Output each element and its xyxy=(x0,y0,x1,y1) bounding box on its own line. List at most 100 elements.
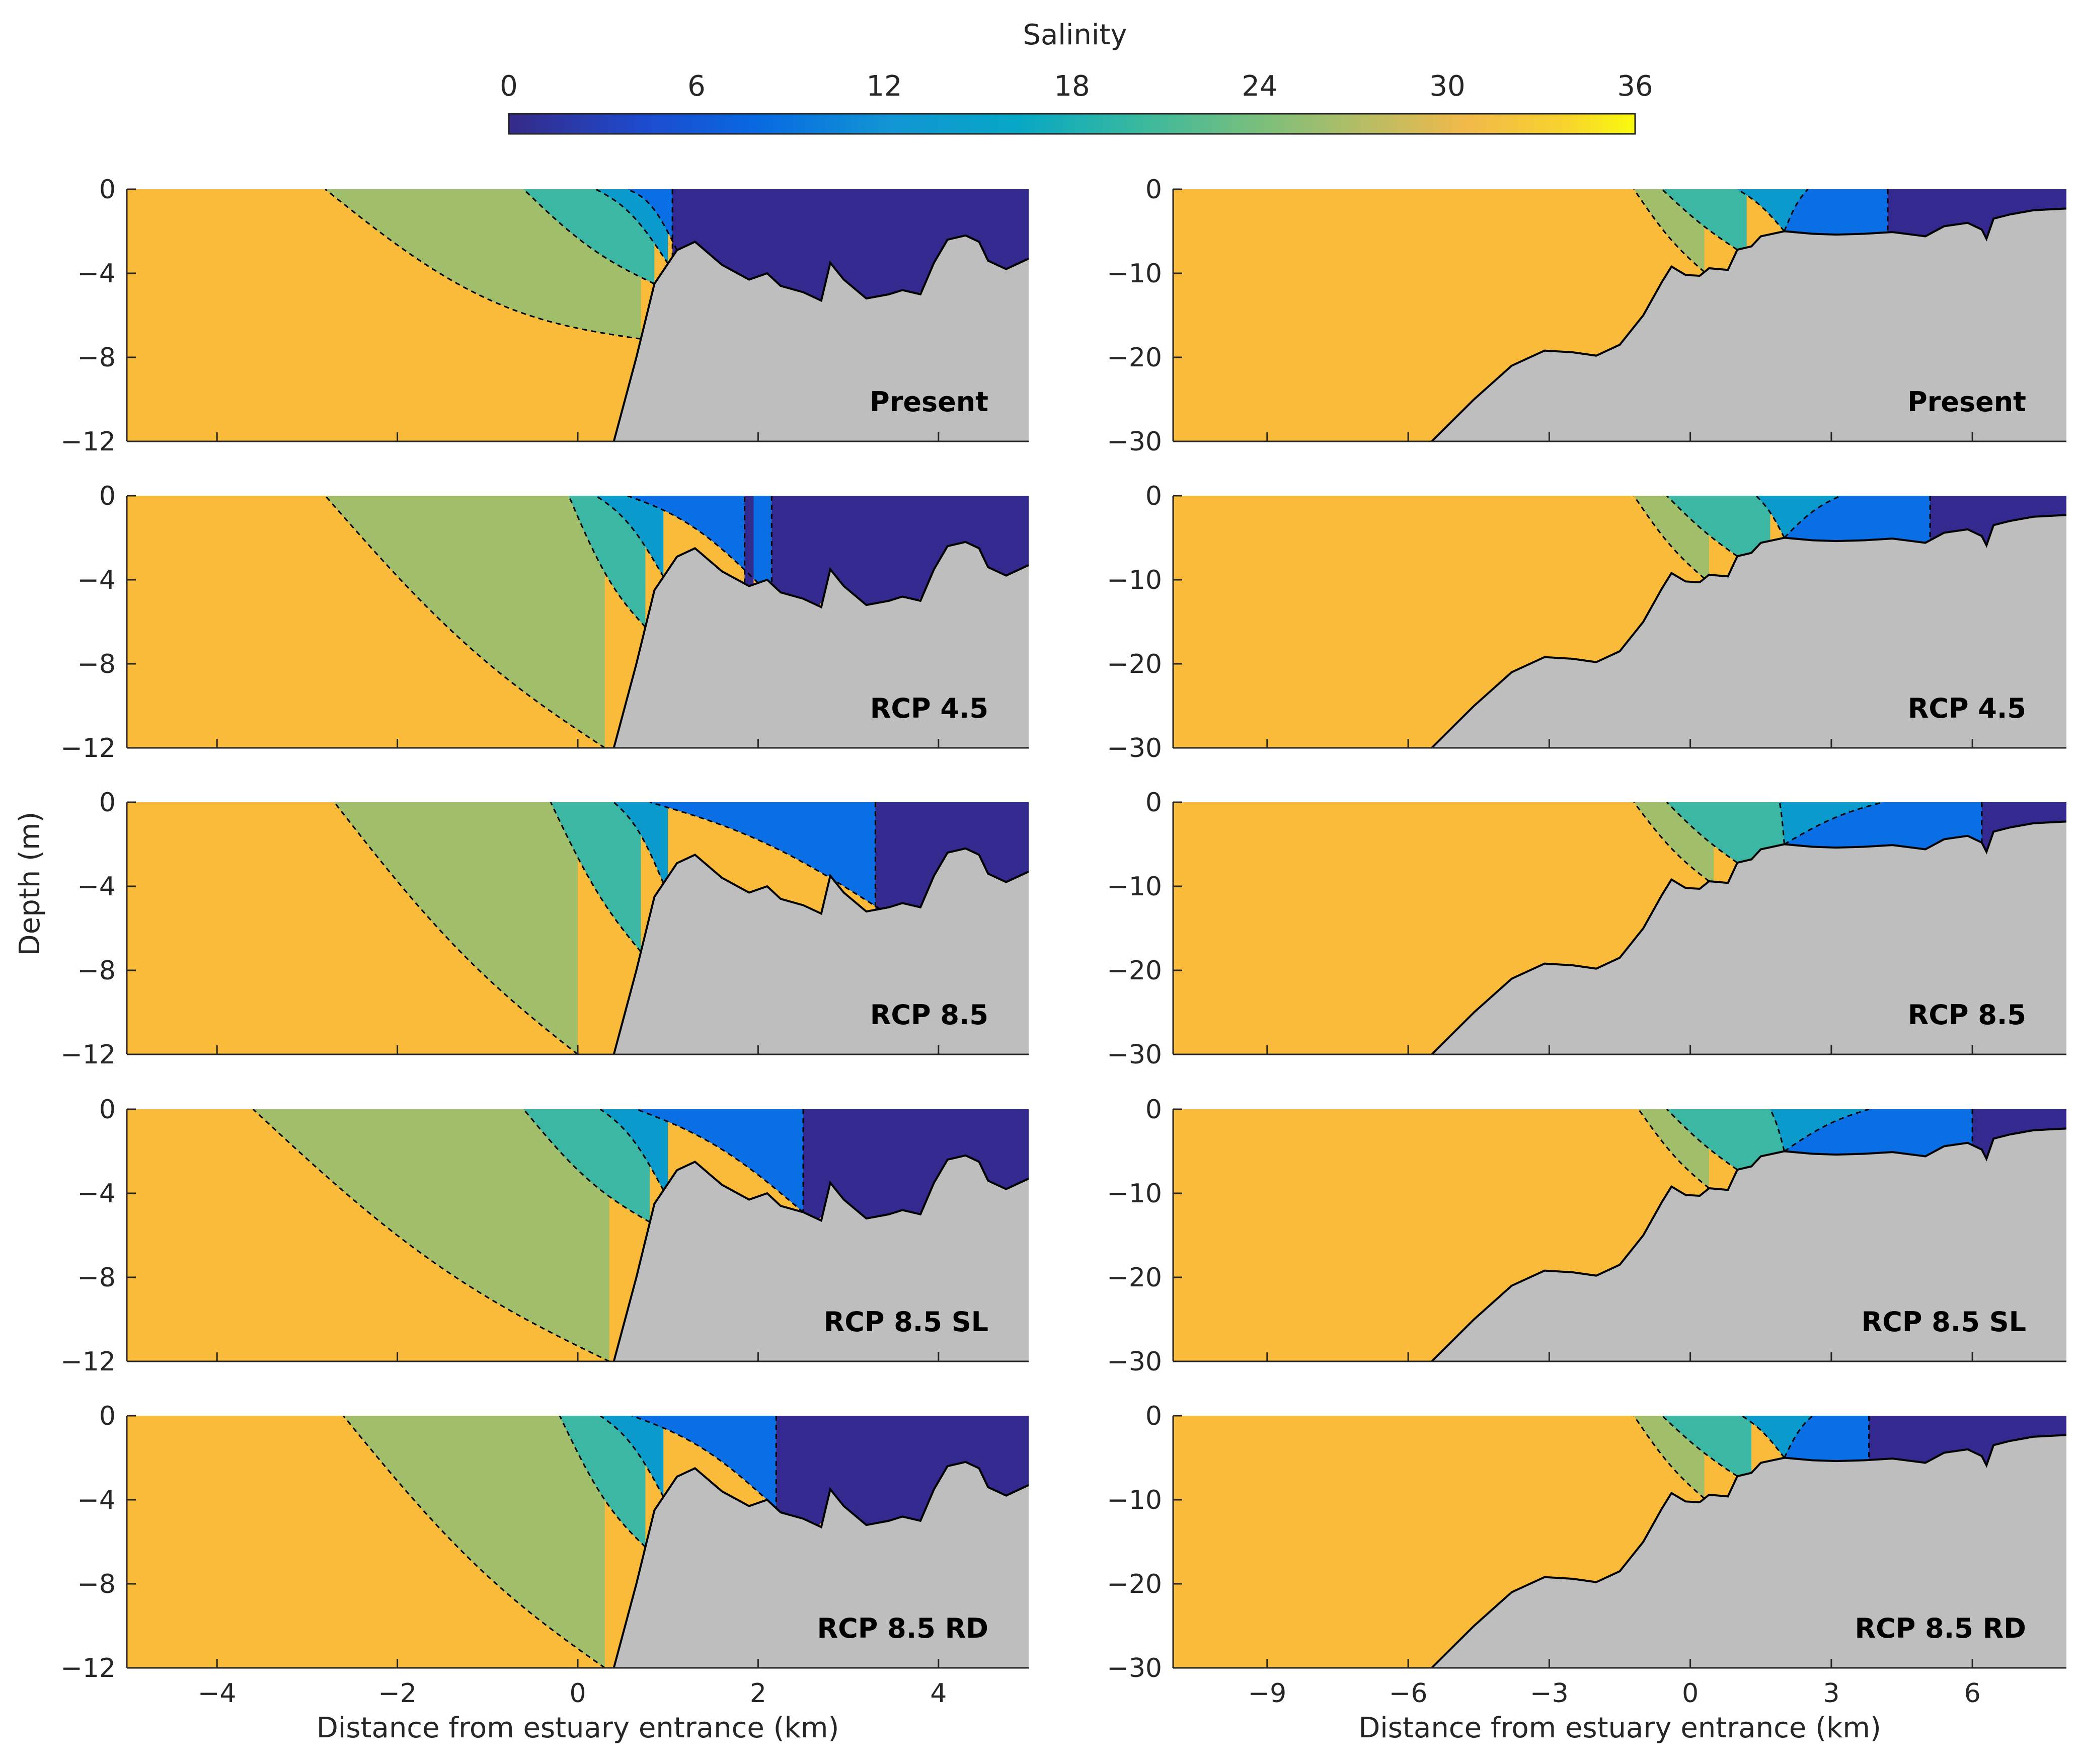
y-tick-label: −30 xyxy=(1107,733,1162,763)
seabed-line xyxy=(1431,1127,2066,1361)
seabed-line xyxy=(612,1461,1029,1668)
scenario-label: RCP 8.5 RD xyxy=(817,1613,988,1644)
colorbar-gradient xyxy=(508,113,1636,135)
seabed-area xyxy=(1431,821,2066,1054)
x-tick-label: 3 xyxy=(1823,1678,1839,1709)
x-tick-label: −6 xyxy=(1389,1678,1428,1709)
x-axis-label: Distance from estuary entrance (km) xyxy=(317,1712,839,1744)
isohaline-contour xyxy=(1737,189,1785,232)
salinity-region-s14 xyxy=(595,496,664,578)
seabed-area xyxy=(613,848,1029,1054)
isohaline-contour xyxy=(1633,1416,1705,1499)
isohaline-contour xyxy=(1661,189,1738,251)
y-tick-label: −20 xyxy=(1107,649,1162,679)
y-tick-label: −4 xyxy=(77,1179,116,1209)
isohaline-contour xyxy=(1633,802,1710,882)
isohaline-contour xyxy=(523,1109,651,1223)
isohaline-contour xyxy=(523,189,655,285)
y-tick-label: 0 xyxy=(1145,1401,1162,1431)
salinity-region-s7 xyxy=(1784,802,1987,853)
salinity-region-s21 xyxy=(1666,1109,1785,1171)
isohaline-contour xyxy=(342,1416,605,1668)
y-tick-label: 0 xyxy=(1145,175,1162,205)
seabed-line xyxy=(1431,1434,2066,1668)
x-tick-label: 6 xyxy=(1964,1678,1981,1709)
seabed-line xyxy=(1431,514,2066,748)
isohaline-contour xyxy=(1633,496,1705,579)
y-tick-label: −8 xyxy=(77,1569,116,1599)
seabed-area xyxy=(1431,515,2066,748)
panel-right-1: 0 −10 −20 −30 Present xyxy=(1107,175,2066,457)
x-tick-label: −2 xyxy=(378,1678,417,1709)
isohaline-contour xyxy=(325,496,605,748)
y-tick-label: 0 xyxy=(99,175,116,205)
x-tick-label: 0 xyxy=(569,1678,586,1709)
isohaline-contour xyxy=(252,1109,610,1361)
colorbar-tick-label: 36 xyxy=(1617,70,1653,103)
isohaline-contour xyxy=(1779,802,1785,845)
salinity-region-s21 xyxy=(523,1109,650,1223)
y-tick-label: 0 xyxy=(99,788,116,818)
y-tick-label: −30 xyxy=(1107,1347,1162,1377)
panel-left-3: 0 −4 −8 −12 RCP 8.5 xyxy=(60,788,1029,1070)
isohaline-contour xyxy=(1784,1109,1870,1152)
salinity-region-s28 xyxy=(325,496,605,748)
y-tick-label: 0 xyxy=(99,1095,116,1125)
salinity-region-s28 xyxy=(343,1416,605,1668)
y-tick-label: −20 xyxy=(1107,1263,1162,1293)
y-tick-label: 0 xyxy=(1145,1095,1162,1125)
seabed-area xyxy=(613,1462,1029,1668)
seabed-area xyxy=(613,235,1029,441)
isohaline-contour xyxy=(599,1416,664,1497)
isohaline-contour xyxy=(1661,1416,1738,1477)
seabed-area xyxy=(613,542,1029,748)
salinity-region-s28 xyxy=(325,189,641,340)
isohaline-contour xyxy=(1755,496,1785,539)
salinity-region-s2 xyxy=(744,496,754,587)
isohaline-contour xyxy=(1666,1109,1738,1171)
salinity-region-s7 xyxy=(636,1109,803,1213)
isohaline-contour xyxy=(325,189,641,340)
scenario-label: Present xyxy=(870,386,988,418)
seabed-area xyxy=(1431,1128,2066,1361)
salinity-region-s21 xyxy=(560,1416,646,1549)
y-tick-label: −4 xyxy=(77,565,116,595)
isohaline-contour xyxy=(627,189,678,251)
y-tick-label: −20 xyxy=(1107,343,1162,373)
seabed-area xyxy=(1431,1435,2066,1668)
y-tick-label: −12 xyxy=(60,1040,116,1070)
x-tick-label: 2 xyxy=(750,1678,766,1709)
isohaline-contour xyxy=(613,802,664,884)
seabed-line xyxy=(612,234,1029,441)
y-tick-label: −10 xyxy=(1107,1485,1162,1515)
salinity-region-s21 xyxy=(1666,802,1794,864)
x-tick-label: −9 xyxy=(1248,1678,1287,1709)
salinity-region-s2 xyxy=(875,802,1029,910)
y-tick-label: −20 xyxy=(1107,956,1162,986)
seabed-line xyxy=(612,847,1029,1054)
isohaline-contour xyxy=(1784,1416,1813,1459)
salinity-region-s7 xyxy=(1784,189,1907,235)
scenario-label: RCP 4.5 xyxy=(1908,693,2026,724)
scenario-label: RCP 8.5 RD xyxy=(1855,1613,2026,1644)
y-tick-label: −8 xyxy=(77,1263,116,1293)
isohaline-contour xyxy=(632,1416,777,1509)
y-tick-label: −8 xyxy=(77,343,116,373)
x-tick-label: 0 xyxy=(1682,1678,1699,1709)
panel-right-2: 0 −10 −20 −30 RCP 4.5 xyxy=(1107,481,2066,763)
x-tick-label: 4 xyxy=(930,1678,947,1709)
colorbar: Salinity 0 6 12 18 24 30 36 xyxy=(500,19,1653,135)
y-tick-label: −12 xyxy=(60,427,116,457)
isohaline-contour xyxy=(1784,802,1884,845)
panel-right-4: 0 −10 −20 −30 RCP 8.5 SL xyxy=(1107,1095,2066,1377)
colorbar-tick-label: 12 xyxy=(866,70,902,103)
salinity-region-s2 xyxy=(672,189,1029,300)
salinity-region-s2 xyxy=(1869,1416,2066,1464)
seabed-line xyxy=(1431,207,2066,441)
salinity-region-s7 xyxy=(1784,1109,1977,1156)
salinity-region-s2 xyxy=(1981,802,2066,852)
scenario-label: RCP 4.5 xyxy=(870,693,988,724)
scenario-label: RCP 8.5 SL xyxy=(1862,1306,2026,1338)
salinity-region-s2 xyxy=(1888,189,2066,238)
